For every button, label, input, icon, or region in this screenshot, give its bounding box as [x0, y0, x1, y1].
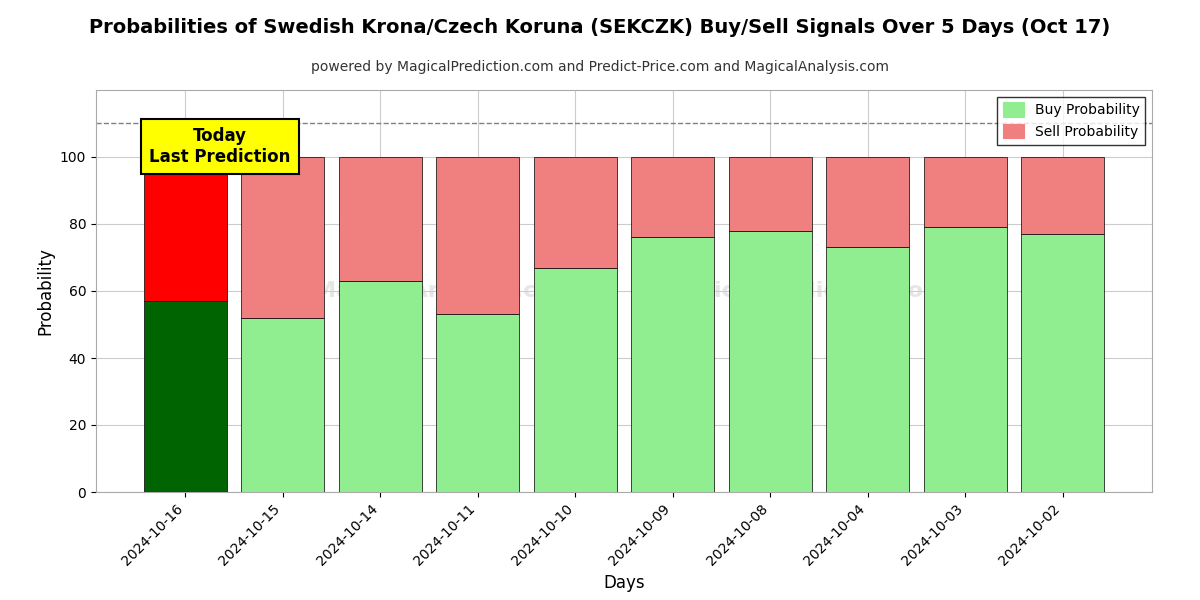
Bar: [728, 230, 811, 492]
Bar: [924, 157, 1007, 227]
Bar: [241, 157, 324, 318]
Text: MagicalAnalysis.com: MagicalAnalysis.com: [314, 281, 575, 301]
Text: powered by MagicalPrediction.com and Predict-Price.com and MagicalAnalysis.com: powered by MagicalPrediction.com and Pre…: [311, 60, 889, 74]
Bar: [534, 268, 617, 492]
Bar: [144, 301, 227, 492]
Bar: [241, 318, 324, 492]
Legend: Buy Probability, Sell Probability: Buy Probability, Sell Probability: [997, 97, 1145, 145]
Bar: [338, 157, 421, 281]
Bar: [534, 157, 617, 268]
Bar: [827, 157, 910, 247]
Bar: [144, 157, 227, 301]
Y-axis label: Probability: Probability: [36, 247, 54, 335]
Bar: [728, 157, 811, 230]
Bar: [827, 247, 910, 492]
Text: Probabilities of Swedish Krona/Czech Koruna (SEKCZK) Buy/Sell Signals Over 5 Day: Probabilities of Swedish Krona/Czech Kor…: [89, 18, 1111, 37]
Bar: [924, 227, 1007, 492]
Bar: [437, 314, 520, 492]
Bar: [1021, 157, 1104, 234]
Text: Today
Last Prediction: Today Last Prediction: [149, 127, 290, 166]
Bar: [338, 281, 421, 492]
Bar: [631, 157, 714, 238]
Bar: [631, 238, 714, 492]
Bar: [1021, 234, 1104, 492]
Text: MagicalPrediction.com: MagicalPrediction.com: [661, 281, 947, 301]
X-axis label: Days: Days: [604, 574, 644, 592]
Bar: [437, 157, 520, 314]
